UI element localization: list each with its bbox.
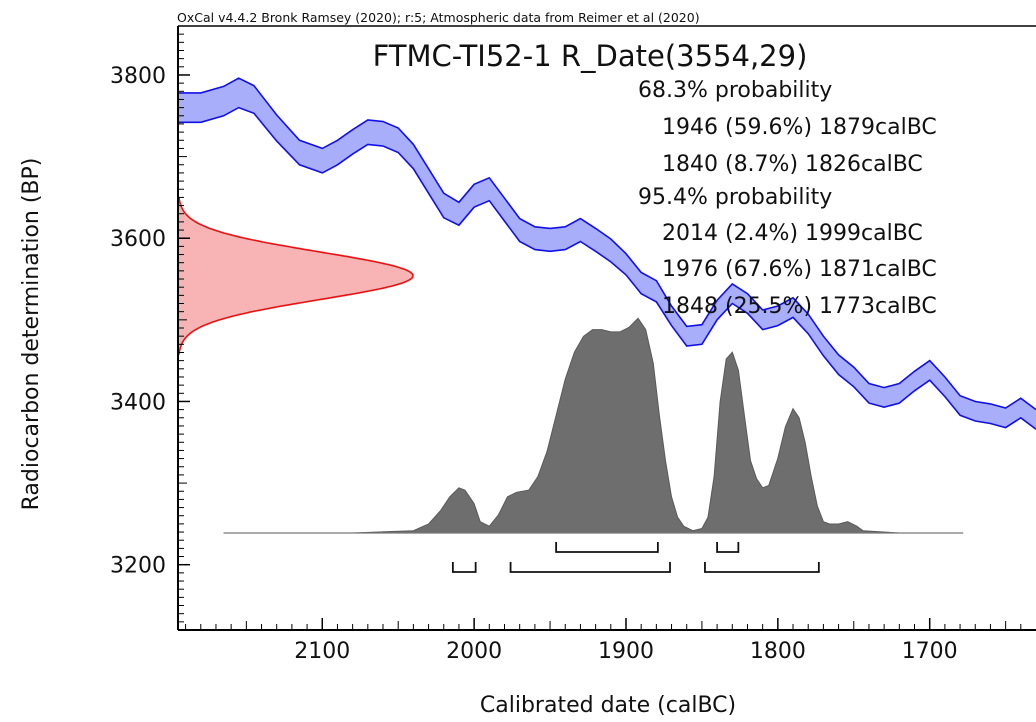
annotation-range-95-2: 1976 (67.6%) 1871calBC <box>662 257 937 282</box>
y-tick-label: 3400 <box>110 390 166 415</box>
x-tick-label: 1700 <box>902 639 958 664</box>
range-95-bracket-3 <box>704 562 820 573</box>
x-tick-label: 1900 <box>598 639 654 664</box>
x-tick-label: 2100 <box>294 639 350 664</box>
range-68-bracket-1 <box>555 542 659 553</box>
y-axis-label: Radiocarbon determination (BP) <box>19 158 44 511</box>
annotation-range-95-1: 2014 (2.4%) 1999calBC <box>662 221 923 246</box>
calibration-band-lower-line <box>178 106 1036 430</box>
annotation-range-68-2: 1840 (8.7%) 1826calBC <box>662 152 923 177</box>
annotation-range-68-1: 1946 (59.6%) 1879calBC <box>662 115 937 140</box>
measurement-gaussian <box>178 196 414 355</box>
range-68-bracket-2 <box>716 542 740 553</box>
chart-header: OxCal v4.4.2 Bronk Ramsey (2020); r:5; A… <box>177 10 700 25</box>
y-tick-label: 3800 <box>110 64 166 89</box>
calibration-curve-band <box>178 77 1036 430</box>
y-tick-label: 3600 <box>110 227 166 252</box>
measurement-distribution <box>178 196 414 355</box>
calibration-band-fill <box>178 78 1036 430</box>
calibration-band-upper-line <box>178 77 1036 411</box>
x-tick-label: 2000 <box>446 639 502 664</box>
x-tick-label: 1800 <box>750 639 806 664</box>
range-brackets <box>451 542 820 573</box>
x-axis-label: Calibrated date (calBC) <box>480 693 736 718</box>
axes: 2100 2000 1900 1800 1700 3800 3600 3400 3200 <box>110 33 1022 664</box>
annotation-prob-68: 68.3% probability <box>638 78 832 103</box>
chart-title: FTMC-TI52-1 R_Date(3554,29) <box>373 39 808 73</box>
y-tick-label: 3200 <box>110 554 166 579</box>
range-95-bracket-2 <box>509 562 671 573</box>
annotation-prob-95: 95.4% probability <box>638 185 832 210</box>
probability-annotations: 68.3% probability 1946 (59.6%) 1879calBC… <box>638 78 937 319</box>
posterior-distribution <box>223 317 964 534</box>
range-95-bracket-1 <box>451 562 477 573</box>
annotation-range-95-3: 1848 (25.5%) 1773calBC <box>662 294 937 319</box>
posterior-area <box>223 317 964 534</box>
